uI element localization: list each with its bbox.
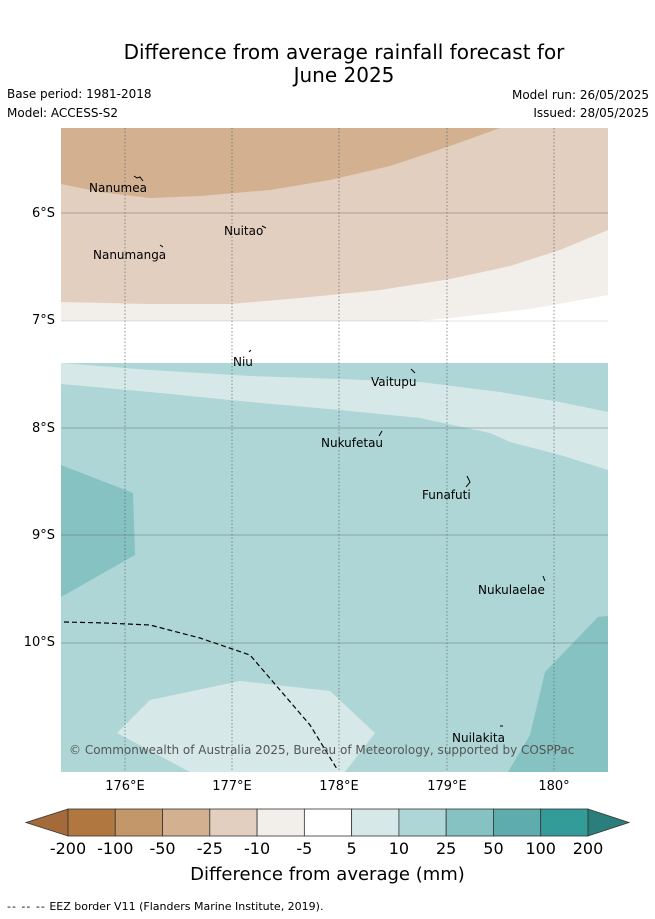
island-label-nanumanga: Nanumanga [93, 248, 167, 262]
colorbar-segment [256, 808, 305, 837]
colorbar-segment [303, 808, 353, 837]
title-line-2: June 2025 [293, 63, 395, 87]
colorbar [24, 808, 631, 837]
colorbar-title: Difference from average (mm) [190, 864, 465, 885]
island-nukufetau-shape [378, 430, 383, 437]
colorbar-segment [162, 808, 211, 837]
island-shapes [133, 175, 546, 727]
gridlines [61, 128, 608, 772]
field-plus5-south [117, 681, 375, 772]
colorbar-tick-label: 25 [435, 839, 457, 858]
base-period: Base period: 1981-2018 [7, 87, 152, 101]
colorbar-segment [398, 808, 447, 837]
colorbar-segment [67, 808, 116, 837]
island-label-nukufetau: Nukufetau [321, 436, 384, 450]
eez-legend-marker: -- -- -- [7, 900, 46, 913]
island-nukulaelae-shape [542, 575, 546, 582]
island-niu-shape [248, 349, 252, 353]
model-name: Model: ACCESS-S2 [7, 106, 119, 120]
colorbar-tick-label: 50 [483, 839, 504, 858]
title-line-1: Difference from average rainfall forecas… [123, 40, 565, 64]
colorbar-segment [351, 808, 400, 837]
colorbar-tick-label: -200 [49, 839, 87, 858]
colorbar-tick-label: 5 [346, 839, 357, 858]
colorbar-tick-label: 200 [572, 839, 604, 858]
island-label-niu: Niu [233, 355, 253, 369]
field-minus25 [61, 128, 500, 198]
model-run: Model run: 26/05/2025 [511, 88, 649, 102]
colorbar-tick-label: -25 [196, 839, 223, 858]
island-label-funafuti: Funafuti [422, 488, 471, 502]
copyright-notice: © Commonwealth of Australia 2025, Bureau… [69, 743, 575, 757]
lon-label-177e: 177°E [212, 779, 252, 794]
colorbar-segment [209, 808, 258, 837]
island-label-vaitupu: Vaitupu [371, 375, 417, 389]
lat-label-10s: 10°S [23, 635, 55, 650]
lat-label-7s: 7°S [31, 313, 55, 328]
field-zero-band [61, 321, 608, 363]
colorbar-segment [540, 808, 589, 837]
lat-label-8s: 8°S [31, 421, 55, 436]
lon-label-180: 180° [538, 779, 570, 794]
lon-label-178e: 178°E [319, 779, 359, 794]
field-plus25-southeast [508, 616, 608, 772]
colorbar-extend-low [24, 808, 69, 837]
footnote: -- -- -- EEZ border V11 (Flanders Marine… [7, 900, 323, 913]
lon-label-176e: 176°E [105, 779, 145, 794]
island-label-nuilakita: Nuilakita [452, 731, 505, 745]
colorbar-tick-label: -50 [149, 839, 176, 858]
eez-legend-text: EEZ border V11 (Flanders Marine Institut… [49, 900, 324, 913]
colorbar-segment [493, 808, 542, 837]
island-nanumanga-shape [159, 244, 164, 248]
colorbar-segment [114, 808, 163, 837]
island-label-nuitao: Nuitao [224, 224, 264, 238]
field-plus25-west [61, 465, 135, 597]
eez-border [63, 621, 338, 770]
colorbar-segment [445, 808, 494, 837]
colorbar-tick-label: -5 [296, 839, 313, 858]
colorbar-tick-label: 100 [525, 839, 556, 858]
island-label-nukulaelae: Nukulaelae [478, 583, 545, 597]
colorbar-tick-label: 10 [388, 839, 410, 858]
lat-label-6s: 6°S [31, 206, 55, 221]
issued-date: Issued: 28/05/2025 [533, 106, 649, 120]
colorbar-tick-label: -10 [244, 839, 271, 858]
island-label-nanumea: Nanumea [89, 181, 147, 195]
map-fields [61, 128, 608, 772]
island-nuitao-shape [261, 225, 267, 229]
field-plus5 [61, 363, 608, 470]
colorbar-tick-label: -100 [97, 839, 134, 858]
island-nanumea-shape [133, 175, 144, 182]
lon-label-179e: 179°E [427, 779, 467, 794]
island-funafuti-shape [465, 475, 471, 488]
lat-label-9s: 9°S [31, 528, 55, 543]
island-vaitupu-shape [410, 368, 416, 374]
colorbar-extend-high [587, 808, 631, 837]
